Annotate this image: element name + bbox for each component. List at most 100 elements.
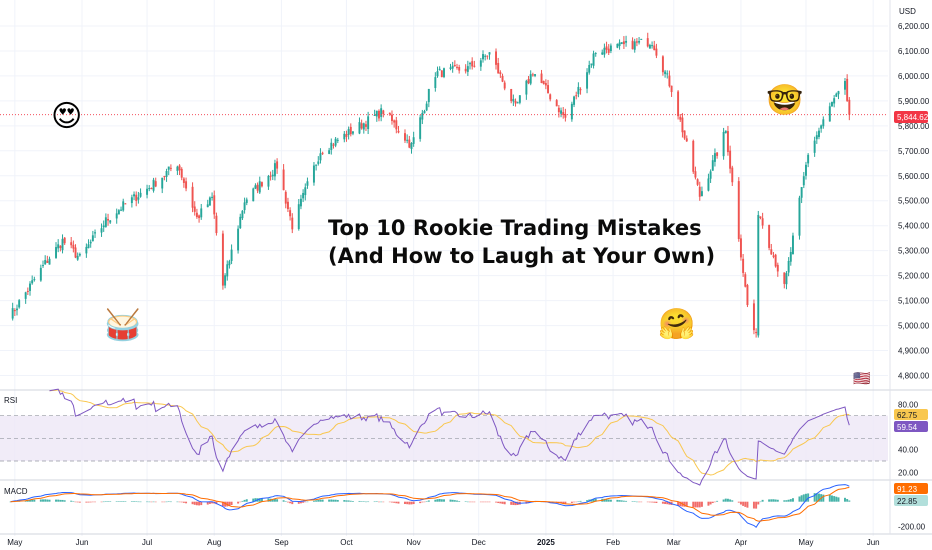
- price-candles[interactable]: [0, 32, 888, 338]
- candle-body: [711, 160, 714, 171]
- macd-histogram-bar: [146, 501, 149, 503]
- time-axis[interactable]: May Jun Jul Aug Sep Oct Nov Dec 2025 Feb Mar Apr May…: [7, 538, 879, 547]
- candle-body: [291, 217, 294, 230]
- macd-histogram-bar: [737, 501, 740, 503]
- candle-body: [651, 45, 654, 47]
- candle-body: [78, 253, 81, 256]
- macd-histogram-bar: [791, 498, 794, 502]
- macd-histogram-bar: [191, 501, 194, 505]
- candle-body: [312, 165, 315, 183]
- macd-histogram-bar: [716, 500, 719, 502]
- candle-body: [664, 71, 667, 75]
- macd-histogram-bar: [789, 499, 792, 502]
- macd-histogram-bar: [759, 501, 762, 503]
- macd-value-badges: 91.23 22.85: [894, 483, 928, 506]
- macd-histogram-bar: [846, 499, 849, 502]
- macd-histogram-bar: [57, 499, 60, 502]
- candle-body: [783, 272, 786, 284]
- candle-body: [844, 81, 846, 90]
- candle-body: [835, 93, 838, 97]
- macd-histogram-bar: [154, 501, 157, 503]
- macd-histogram-bar: [661, 501, 664, 504]
- macd-histogram-bar: [55, 499, 57, 502]
- macd-histogram-bar: [482, 501, 484, 503]
- macd-histogram-bar: [709, 501, 712, 505]
- candle-body: [102, 225, 105, 228]
- macd-histogram-bar: [484, 501, 487, 503]
- macd-histogram-bar: [666, 501, 669, 505]
- macd-histogram-bar: [312, 500, 315, 502]
- candle-body: [633, 41, 636, 50]
- candle-body: [731, 167, 734, 183]
- price-axis[interactable]: 4,800.00 4,900.00 5,000.00 5,100.00 5,200.00…: [898, 22, 930, 531]
- candle-body: [31, 280, 34, 284]
- macd-histogram-bar: [726, 498, 729, 502]
- candle-body: [822, 119, 825, 127]
- macd-histogram-bar: [167, 501, 170, 503]
- macd-histogram-bar: [120, 501, 123, 502]
- macd-histogram-bar: [48, 499, 51, 502]
- macd-histogram-bar: [501, 501, 504, 504]
- macd-histogram-bar: [835, 496, 838, 502]
- candle-body: [479, 60, 482, 67]
- candle-body: [625, 40, 628, 43]
- candle-body: [681, 117, 684, 133]
- rsi-panel-label[interactable]: RSI: [4, 396, 17, 405]
- candle-body: [787, 260, 790, 273]
- macd-histogram-bar: [317, 500, 320, 502]
- candle-body: [770, 249, 773, 255]
- macd-histogram-bar: [466, 501, 469, 503]
- macd-histogram-bar: [713, 501, 716, 503]
- candle-body: [367, 116, 370, 130]
- macd-signal-line: [10, 487, 850, 522]
- candle-body: [319, 153, 322, 161]
- macd-histogram-bar: [564, 501, 567, 504]
- candle-body: [466, 66, 469, 72]
- candle-body: [846, 78, 849, 101]
- candle-body: [575, 95, 578, 97]
- macd-histogram-bar: [178, 501, 181, 503]
- macd-histogram-bar: [304, 501, 307, 503]
- candle-body: [692, 140, 695, 172]
- macd-histogram-bar: [328, 499, 331, 502]
- macd-histogram-bar: [698, 501, 701, 508]
- macd-histogram-bar: [33, 499, 36, 502]
- macd-histogram-bar: [618, 500, 621, 502]
- candle-body: [514, 100, 517, 104]
- flag-icon[interactable]: 🇺🇸: [853, 371, 871, 387]
- candle-body: [518, 95, 521, 103]
- candle-body: [653, 45, 656, 51]
- macd-panel-label[interactable]: MACD: [4, 487, 28, 496]
- candle-body: [609, 45, 612, 52]
- candle-body: [798, 197, 801, 236]
- candle-body: [176, 166, 179, 171]
- heart-eyes-emoji: 😍: [51, 99, 83, 134]
- macd-histogram-bar: [744, 501, 747, 507]
- candle-body: [473, 65, 476, 67]
- macd-histogram-bar: [42, 499, 44, 502]
- candle-body: [13, 310, 16, 312]
- macd-histogram-bar: [438, 498, 441, 502]
- macd-histogram-bar: [276, 499, 279, 502]
- candle-body: [560, 110, 563, 114]
- candle-body: [185, 181, 188, 189]
- candle-body: [570, 103, 573, 120]
- macd-histogram-bar: [282, 500, 285, 502]
- candle-body: [804, 164, 807, 176]
- rsi-line: [49, 388, 850, 486]
- macd-histogram-bar: [822, 494, 825, 502]
- macd-histogram-bar: [408, 501, 411, 505]
- candle-body: [709, 171, 712, 179]
- macd-histogram-bar: [495, 501, 497, 503]
- candle-body: [573, 96, 576, 105]
- macd-histogram-bar: [243, 499, 246, 502]
- macd-histogram-bar: [31, 499, 34, 502]
- macd-histogram-bar: [397, 501, 400, 504]
- macd-histogram-bar: [770, 499, 773, 502]
- price-tick-label: 6,200.00: [898, 22, 930, 31]
- macd-histogram-bar: [486, 501, 489, 503]
- rsi-band: [0, 415, 888, 462]
- candle-body: [124, 203, 127, 205]
- macd-tick-label: -200.00: [898, 522, 926, 531]
